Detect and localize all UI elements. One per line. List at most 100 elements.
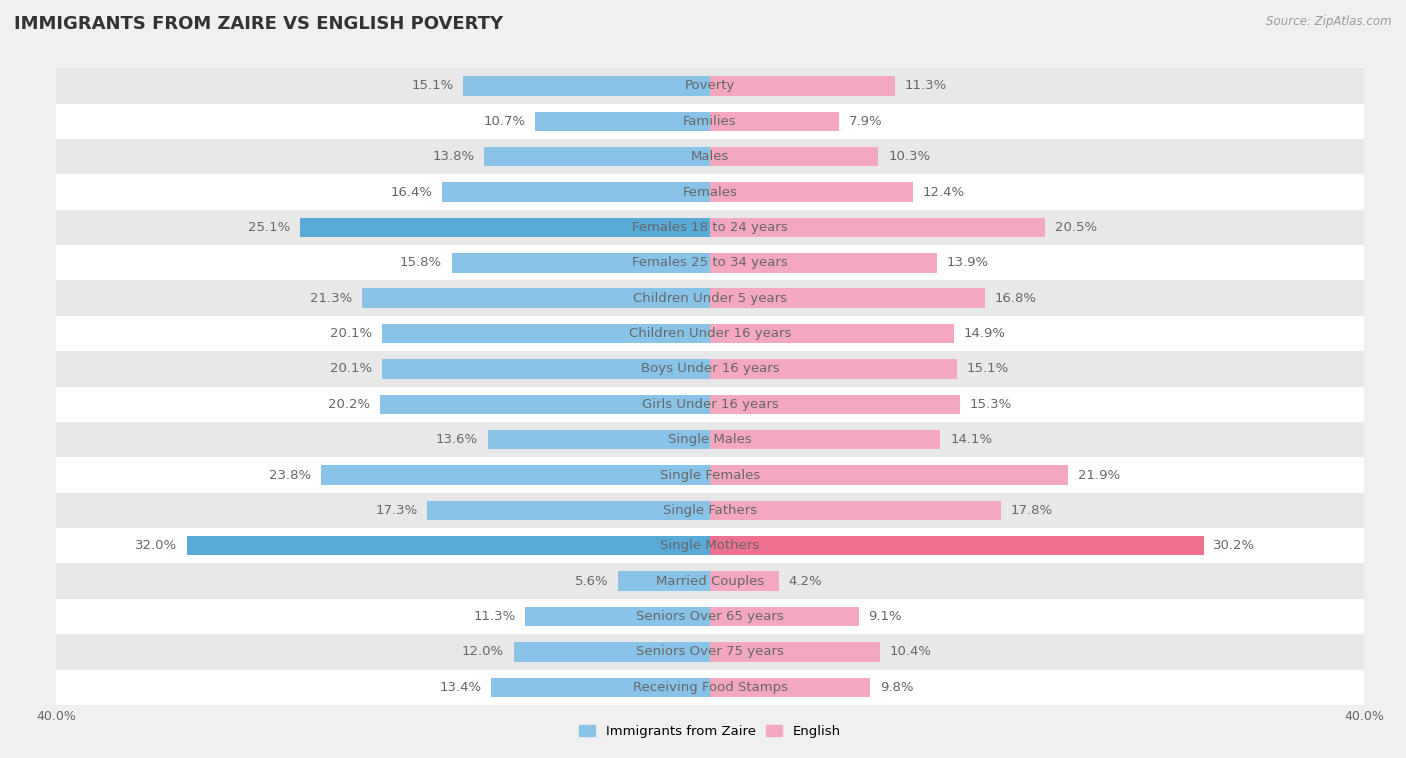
Text: 20.1%: 20.1% (329, 362, 371, 375)
Text: Single Females: Single Females (659, 468, 761, 481)
Text: Seniors Over 75 years: Seniors Over 75 years (636, 645, 785, 659)
Text: 12.0%: 12.0% (463, 645, 505, 659)
Text: 16.4%: 16.4% (391, 186, 432, 199)
Text: 14.9%: 14.9% (963, 327, 1005, 340)
Bar (710, 572, 779, 591)
Text: Boys Under 16 years: Boys Under 16 years (641, 362, 779, 375)
Legend: Immigrants from Zaire, English: Immigrants from Zaire, English (574, 719, 846, 743)
Text: 14.1%: 14.1% (950, 433, 993, 446)
Bar (56, 210, 1364, 245)
Bar (485, 147, 710, 167)
Bar (56, 387, 1364, 422)
Text: 15.1%: 15.1% (967, 362, 1010, 375)
Bar (321, 465, 710, 485)
Text: 9.1%: 9.1% (869, 610, 903, 623)
Text: 21.9%: 21.9% (1078, 468, 1121, 481)
Text: 15.8%: 15.8% (399, 256, 441, 269)
Bar (56, 174, 1364, 210)
Bar (299, 218, 710, 237)
Bar (381, 359, 710, 379)
Bar (56, 245, 1364, 280)
Bar (463, 77, 710, 96)
Bar (491, 678, 710, 697)
Bar (710, 607, 859, 626)
Text: 4.2%: 4.2% (789, 575, 823, 587)
Text: Females 25 to 34 years: Females 25 to 34 years (633, 256, 787, 269)
Text: 23.8%: 23.8% (269, 468, 311, 481)
Text: 15.1%: 15.1% (411, 80, 453, 92)
Text: Single Mothers: Single Mothers (661, 539, 759, 553)
Bar (56, 669, 1364, 705)
Bar (56, 457, 1364, 493)
Text: Females 18 to 24 years: Females 18 to 24 years (633, 221, 787, 234)
Text: 25.1%: 25.1% (247, 221, 290, 234)
Bar (710, 111, 839, 131)
Bar (710, 359, 957, 379)
Bar (56, 599, 1364, 634)
Text: Children Under 16 years: Children Under 16 years (628, 327, 792, 340)
Bar (710, 501, 1001, 520)
Text: 11.3%: 11.3% (904, 80, 946, 92)
Bar (526, 607, 710, 626)
Bar (710, 642, 880, 662)
Text: 7.9%: 7.9% (849, 114, 883, 128)
Bar (710, 324, 953, 343)
Text: 15.3%: 15.3% (970, 398, 1012, 411)
Text: 17.8%: 17.8% (1011, 504, 1053, 517)
Bar (710, 678, 870, 697)
Text: 9.8%: 9.8% (880, 681, 914, 694)
Text: 20.5%: 20.5% (1054, 221, 1097, 234)
Text: 5.6%: 5.6% (575, 575, 609, 587)
Bar (536, 111, 710, 131)
Text: 20.2%: 20.2% (328, 398, 370, 411)
Text: Single Males: Single Males (668, 433, 752, 446)
Text: 13.4%: 13.4% (439, 681, 481, 694)
Text: Receiving Food Stamps: Receiving Food Stamps (633, 681, 787, 694)
Text: 12.4%: 12.4% (922, 186, 965, 199)
Text: Married Couples: Married Couples (657, 575, 763, 587)
Bar (56, 68, 1364, 104)
Text: 10.3%: 10.3% (889, 150, 931, 163)
Bar (488, 430, 710, 449)
Text: 10.4%: 10.4% (890, 645, 932, 659)
Bar (56, 493, 1364, 528)
Bar (361, 288, 710, 308)
Bar (56, 422, 1364, 457)
Bar (380, 394, 710, 414)
Text: Girls Under 16 years: Girls Under 16 years (641, 398, 779, 411)
Bar (710, 536, 1204, 556)
Bar (710, 394, 960, 414)
Text: 16.8%: 16.8% (994, 292, 1036, 305)
Text: 17.3%: 17.3% (375, 504, 418, 517)
Bar (710, 77, 894, 96)
Bar (381, 324, 710, 343)
Bar (710, 218, 1045, 237)
Text: Children Under 5 years: Children Under 5 years (633, 292, 787, 305)
Text: Poverty: Poverty (685, 80, 735, 92)
Bar (710, 430, 941, 449)
Text: 10.7%: 10.7% (484, 114, 526, 128)
Text: Families: Families (683, 114, 737, 128)
Bar (451, 253, 710, 273)
Bar (710, 288, 984, 308)
Bar (441, 183, 710, 202)
Text: 13.6%: 13.6% (436, 433, 478, 446)
Bar (427, 501, 710, 520)
Bar (56, 351, 1364, 387)
Bar (56, 139, 1364, 174)
Text: IMMIGRANTS FROM ZAIRE VS ENGLISH POVERTY: IMMIGRANTS FROM ZAIRE VS ENGLISH POVERTY (14, 15, 503, 33)
Bar (56, 634, 1364, 669)
Bar (515, 642, 710, 662)
Bar (710, 253, 938, 273)
Text: 32.0%: 32.0% (135, 539, 177, 553)
Text: Source: ZipAtlas.com: Source: ZipAtlas.com (1267, 15, 1392, 28)
Text: 30.2%: 30.2% (1213, 539, 1256, 553)
Bar (187, 536, 710, 556)
Text: 11.3%: 11.3% (474, 610, 516, 623)
Text: 20.1%: 20.1% (329, 327, 371, 340)
Text: 13.9%: 13.9% (948, 256, 990, 269)
Text: Single Fathers: Single Fathers (664, 504, 756, 517)
Bar (56, 280, 1364, 316)
Text: 21.3%: 21.3% (309, 292, 352, 305)
Text: Seniors Over 65 years: Seniors Over 65 years (636, 610, 785, 623)
